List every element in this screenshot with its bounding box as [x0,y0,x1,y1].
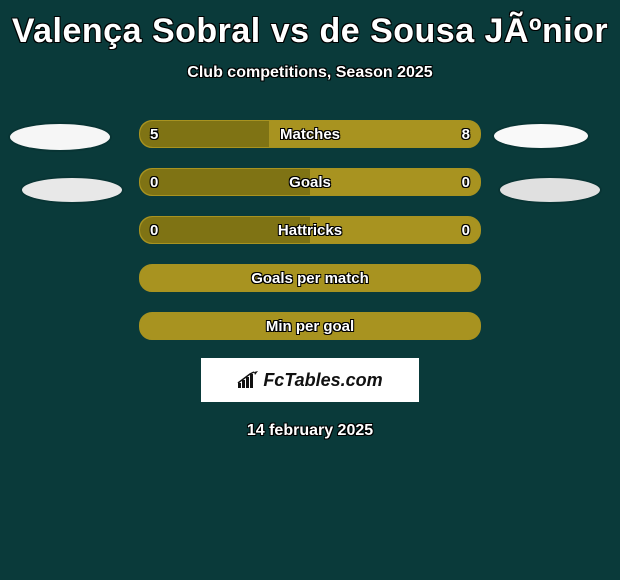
stat-value-left: 0 [150,169,158,195]
bar-chart-icon [237,371,259,389]
stat-row: Goals0 0 [139,168,481,196]
stat-value-left: 5 [150,121,158,147]
stat-value-right: 8 [462,121,470,147]
stat-label: Goals [140,169,480,195]
stat-row: Min per goal [139,312,481,340]
page-root: Valença Sobral vs de Sousa JÃºnior Club … [0,0,620,580]
fctables-text: FcTables.com [263,370,382,391]
stats-container: Matches58Goals00Hattricks00Goals per mat… [0,120,620,340]
stat-row: Hattricks0 0 [139,216,481,244]
player-right-ellipse-2 [500,178,600,202]
stat-value-right: 0 [462,169,470,195]
fctables-badge: FcTables.com [201,358,419,402]
page-title: Valença Sobral vs de Sousa JÃºnior [0,0,620,48]
stat-row: Goals per match [139,264,481,292]
stat-value-left: 0 [150,217,158,243]
stat-row: Matches5 8 [139,120,481,148]
date-line: 14 february 2025 [0,422,620,440]
page-subtitle: Club competitions, Season 2025 [0,64,620,82]
stat-label: Matches [140,121,480,147]
stat-value-right: 0 [462,217,470,243]
player-left-ellipse-2 [22,178,122,202]
player-left-ellipse-1 [10,124,110,150]
stat-label: Goals per match [140,265,480,291]
stat-label: Min per goal [140,313,480,339]
stat-label: Hattricks [140,217,480,243]
player-right-ellipse-1 [494,124,588,148]
